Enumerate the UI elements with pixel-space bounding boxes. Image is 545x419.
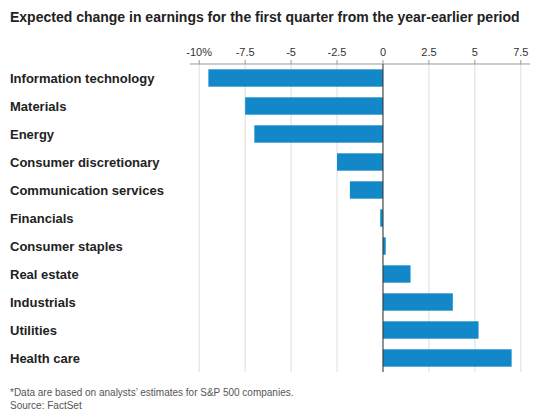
x-tick-label: -10% (186, 46, 212, 58)
bar (208, 69, 383, 86)
bar (383, 293, 453, 310)
zero-line (382, 64, 383, 372)
bar (337, 153, 383, 170)
title-line: Expected change in earnings for the firs… (10, 9, 520, 25)
bar (383, 321, 479, 338)
bar (245, 97, 383, 114)
x-tick (291, 60, 292, 64)
category-label: Utilities (10, 323, 57, 338)
chart: Expected change in earnings for the firs… (0, 0, 545, 419)
category-label: Consumer discretionary (10, 155, 160, 170)
category-label: Information technology (10, 71, 155, 86)
category-label: Real estate (10, 267, 79, 282)
x-tick (245, 60, 246, 64)
bars (208, 69, 511, 366)
category-label: Energy (10, 127, 55, 142)
x-tick-label: -7.5 (236, 46, 255, 58)
footnote: *Data are based on analysts’ estimates f… (10, 387, 294, 411)
category-label: Industrials (10, 295, 76, 310)
x-tick-label: 0 (380, 46, 386, 58)
bar (254, 125, 383, 142)
x-tick (337, 60, 338, 64)
bar (350, 181, 383, 198)
x-tick-label: 5 (472, 46, 478, 58)
bar (383, 265, 411, 282)
x-tick (382, 60, 383, 64)
category-label: Financials (10, 211, 74, 226)
bar (383, 349, 512, 366)
x-tick-label: -5 (286, 46, 296, 58)
x-tick-label: 2.5 (421, 46, 436, 58)
category-label: Communication services (10, 183, 164, 198)
x-tick (474, 60, 475, 64)
x-tick-label: 7.5 (513, 46, 528, 58)
grid-line (199, 64, 200, 372)
title: Expected change in earnings for the firs… (10, 9, 520, 25)
x-tick (199, 60, 200, 64)
x-tick (428, 60, 429, 64)
footnote-line: Source: FactSet (10, 400, 82, 411)
grid-line (382, 64, 383, 372)
category-label: Consumer staples (10, 239, 123, 254)
category-label: Health care (10, 351, 80, 366)
x-tick (520, 60, 521, 64)
x-axis-line (190, 64, 530, 65)
footnote-line: *Data are based on analysts’ estimates f… (10, 387, 294, 398)
category-label: Materials (10, 99, 66, 114)
x-tick-label: -2.5 (328, 46, 347, 58)
grid-line (520, 64, 521, 372)
